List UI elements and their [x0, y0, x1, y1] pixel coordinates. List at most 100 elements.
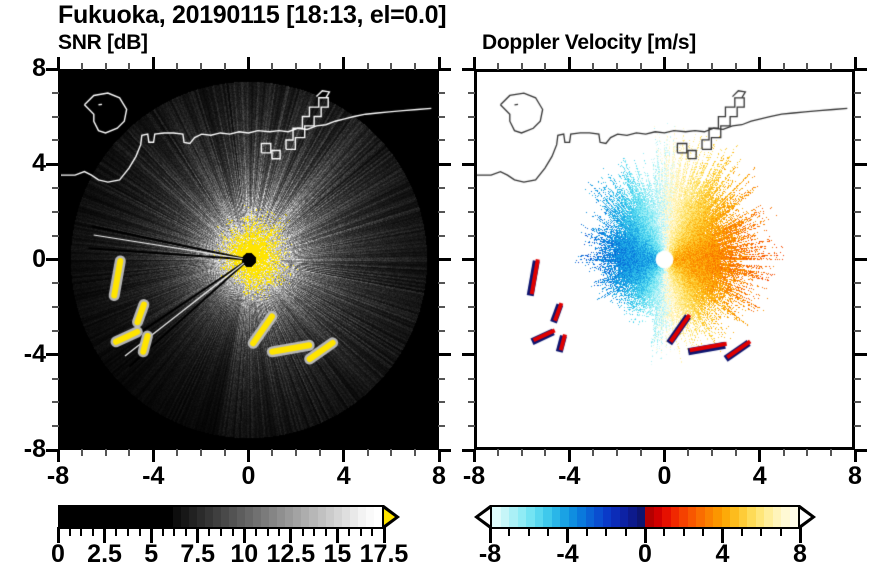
colorbar-tick — [740, 527, 743, 536]
x-tick-top — [342, 57, 346, 70]
x-tick-bottom — [247, 449, 250, 462]
x-tick-top — [830, 63, 833, 70]
y-tick-right — [438, 162, 451, 166]
snr-colorbar[interactable]: 0 2.5 5 7.5 10 12.5 15 17.5 — [51, 505, 408, 567]
x-tick-top — [223, 63, 226, 70]
colorbar-cell — [357, 507, 366, 527]
colorbar-cell — [212, 507, 221, 527]
x-tick-bottom — [366, 449, 369, 456]
colorbar-tick — [220, 527, 222, 536]
x-tick-top — [567, 57, 571, 70]
colorbar-cell — [781, 507, 790, 527]
y-tick-left — [52, 139, 59, 142]
colorbar-tick-label: 8 — [793, 540, 807, 568]
x-tick-top — [592, 63, 595, 70]
x-tick-bottom — [80, 449, 83, 456]
colorbar-tick — [335, 527, 339, 543]
y-tick-right — [854, 329, 861, 332]
x-tick-bottom — [271, 449, 274, 456]
y-tick-left — [52, 234, 59, 237]
x-tick-bottom — [295, 449, 298, 456]
colorbar-tick — [196, 527, 200, 543]
colorbar-tick — [359, 527, 362, 536]
colorbar-tick-label: 0 — [638, 540, 652, 568]
y-tick-left — [462, 258, 475, 261]
colorbar-tick — [289, 527, 293, 543]
y-axis-label: 8 — [32, 54, 46, 82]
y-tick-right — [438, 115, 445, 118]
colorbar-cell — [568, 507, 577, 527]
panel-title-doppler: Doppler Velocity [m/s] — [482, 31, 696, 54]
colorbar-cell — [269, 507, 278, 527]
x-tick-bottom — [615, 449, 618, 456]
x-tick-top — [544, 63, 547, 70]
y-tick-right — [854, 115, 861, 118]
x-tick-bottom — [151, 449, 155, 462]
colorbar-tick-label: -4 — [556, 540, 579, 568]
y-tick-left — [468, 234, 475, 237]
colorbar-cell — [196, 507, 205, 527]
y-tick-right — [854, 401, 861, 404]
doppler-plot-panel[interactable] — [474, 69, 855, 450]
colorbar-tick — [605, 527, 608, 536]
colorbar-tick — [508, 527, 511, 536]
colorbar-cell — [188, 507, 197, 527]
x-tick-bottom — [782, 449, 785, 456]
y-tick-right — [854, 139, 861, 142]
x-axis-label: -4 — [558, 462, 581, 490]
colorbar-cell — [594, 507, 603, 527]
x-tick-top — [247, 57, 250, 70]
x-tick-bottom — [734, 449, 737, 456]
y-tick-right — [438, 234, 445, 237]
y-tick-left — [468, 306, 475, 309]
y-tick-right — [854, 187, 861, 190]
x-tick-bottom — [496, 449, 499, 456]
x-tick-bottom — [806, 449, 809, 456]
x-tick-top — [199, 63, 202, 70]
y-tick-left — [462, 448, 475, 452]
x-tick-top — [782, 63, 785, 70]
colorbar-cell — [704, 507, 713, 527]
colorbar-cell — [84, 507, 93, 527]
colorbar-cell — [309, 507, 318, 527]
x-axis-label: 4 — [336, 462, 351, 490]
x-axis-label: 8 — [848, 462, 862, 490]
colorbar-tick-label: 2.5 — [87, 540, 122, 568]
x-tick-top — [390, 63, 393, 70]
x-axis-label: 8 — [432, 462, 446, 490]
snr-plot-panel[interactable] — [58, 69, 439, 450]
x-tick-top — [734, 63, 737, 70]
x-tick-bottom — [128, 449, 131, 456]
colorbar-cell — [333, 507, 342, 527]
colorbar-cell — [180, 507, 189, 527]
colorbar-tick — [585, 527, 588, 536]
colorbar-cell — [526, 507, 535, 527]
colorbar-tick — [371, 527, 374, 536]
x-tick-top — [176, 63, 179, 70]
x-tick-top — [472, 57, 476, 70]
colorbar-cell — [172, 507, 181, 527]
colorbar-cell — [517, 507, 526, 527]
y-tick-left — [46, 448, 59, 452]
x-axis-label: -4 — [142, 462, 165, 490]
colorbar-cell — [261, 507, 270, 527]
colorbar-tick — [682, 527, 685, 536]
x-tick-top — [806, 63, 809, 70]
colorbar-tick-label: 7.5 — [180, 540, 216, 568]
colorbar-cell — [140, 507, 149, 527]
colorbar-cell — [500, 507, 509, 527]
doppler-colorbar[interactable]: -8 -4 0 4 8 — [474, 505, 816, 567]
colorbar-tick — [254, 527, 257, 536]
x-tick-bottom — [544, 449, 547, 456]
x-axis-label: 0 — [241, 462, 256, 490]
x-tick-bottom — [223, 449, 226, 456]
colorbar-cell — [687, 507, 696, 527]
y-tick-right — [854, 67, 867, 71]
x-tick-top — [366, 63, 369, 70]
colorbar-cell — [60, 507, 69, 527]
page-title: Fukuoka, 20190115 [18:13, el=0.0] — [58, 1, 447, 29]
colorbar-cell — [730, 507, 739, 527]
colorbar-cell — [645, 507, 654, 527]
colorbar-cell — [653, 507, 662, 527]
colorbar-tick — [149, 527, 153, 543]
